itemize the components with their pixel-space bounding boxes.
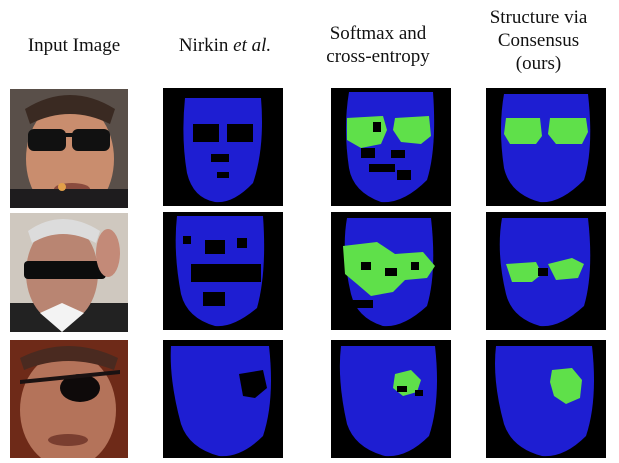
header-ours-line3: (ours) bbox=[515, 53, 562, 74]
softmax-mask-row2 bbox=[331, 212, 451, 330]
header-nirkin-label: Nirkin bbox=[178, 35, 234, 56]
nirkin-mask-row1 bbox=[163, 88, 283, 206]
softmax-mask-row1 bbox=[331, 88, 451, 206]
header-softmax-line2: cross-entropy bbox=[326, 46, 430, 67]
ours-mask-row3 bbox=[486, 340, 606, 458]
header-input-label: Input Image bbox=[27, 35, 121, 56]
column-header-softmax: Softmax and cross-entropy bbox=[303, 22, 453, 68]
header-softmax-line1: Softmax and bbox=[329, 23, 427, 44]
input-photo-row1 bbox=[10, 89, 128, 208]
header-ours-line1: Structure via bbox=[489, 7, 588, 28]
input-photo-row2 bbox=[10, 213, 128, 332]
column-header-input-image: Input Image bbox=[0, 34, 148, 57]
column-header-nirkin: Nirkin et al. bbox=[150, 34, 300, 57]
ours-mask-row2 bbox=[486, 212, 606, 330]
column-header-ours: Structure via Consensus (ours) bbox=[458, 6, 619, 75]
ours-mask-row1 bbox=[486, 88, 606, 206]
header-ours-line2: Consensus bbox=[497, 30, 580, 51]
input-photo-row3 bbox=[10, 340, 128, 458]
nirkin-mask-row3 bbox=[163, 340, 283, 458]
header-nirkin-etal: et al. bbox=[233, 35, 272, 56]
nirkin-mask-row2 bbox=[163, 212, 283, 330]
softmax-mask-row3 bbox=[331, 340, 451, 458]
